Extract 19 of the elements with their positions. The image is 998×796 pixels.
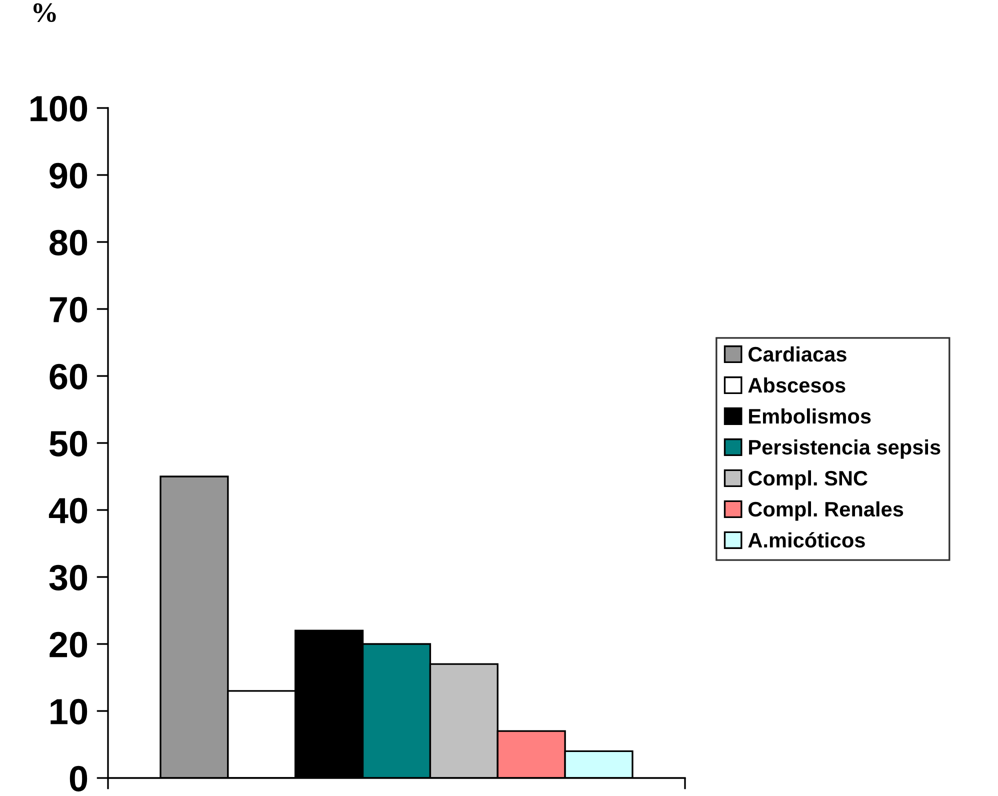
y-tick-label: 100 [30, 96, 88, 122]
y-axis-title: % [33, 3, 56, 22]
y-tick-label: 80 [50, 230, 88, 256]
y-tick-label: 10 [50, 698, 88, 724]
legend-label: Cardiacas [748, 346, 846, 362]
legend-label: Embolismos [749, 408, 871, 424]
legend-label: Abscesos [748, 377, 846, 393]
y-tick-label: 0 [70, 766, 88, 792]
legend-label: Compl. SNC [748, 470, 868, 490]
y-tick-label: 70 [50, 296, 88, 322]
y-tick-label: 60 [50, 364, 88, 390]
y-tick-label: 90 [50, 162, 88, 188]
legend-label: Persistencia sepsis [749, 439, 940, 459]
y-tick-label: 50 [50, 430, 88, 456]
y-tick-label: 40 [48, 498, 88, 524]
legend-label: A.micóticos [748, 532, 865, 548]
y-tick-label: 30 [49, 564, 88, 590]
legend-label: Compl. Renales [748, 501, 904, 521]
y-tick-label: 20 [50, 632, 88, 658]
